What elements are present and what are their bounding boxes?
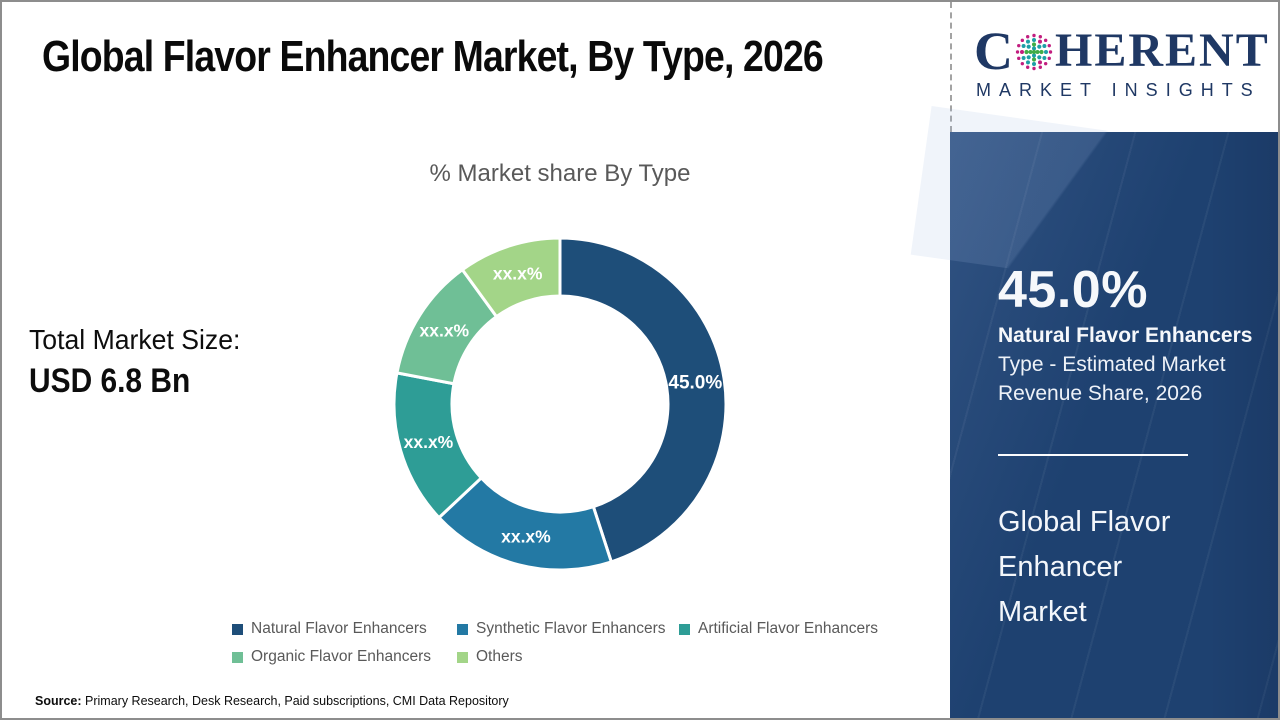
logo-dot: [1028, 50, 1033, 54]
logo-dot: [1020, 61, 1025, 66]
logo-dot: [1031, 42, 1037, 47]
logo-dot: [1037, 55, 1042, 60]
logo-globe-o-icon: [1015, 33, 1053, 71]
logo-dot: [1032, 53, 1036, 58]
logo-dot: [1042, 44, 1047, 48]
coherent-logo-wordmark: C HERENT: [974, 21, 1270, 81]
legend-label: Synthetic Flavor Enhancers: [476, 620, 666, 637]
logo-dot: [1031, 49, 1037, 55]
total-market-size-label: Total Market Size:: [29, 324, 241, 355]
source-text: Primary Research, Desk Research, Paid su…: [81, 694, 509, 708]
market-name-line: Enhancer: [998, 551, 1123, 583]
logo-dot: [1024, 49, 1029, 55]
logo-dot: [1031, 57, 1037, 62]
legend-marker-icon: [679, 624, 690, 635]
logo-dot: [1015, 50, 1020, 54]
logo-dot: [1025, 65, 1030, 69]
logo-dot: [1043, 61, 1048, 66]
page-title: Global Flavor Enhancer Market, By Type, …: [42, 32, 824, 81]
legend-item-2: Artificial Flavor Enhancers: [679, 620, 878, 638]
logo-dot: [1032, 66, 1036, 71]
legend-item-1: Synthetic Flavor Enhancers: [457, 620, 666, 638]
total-market-size-value: USD 6.8 Bn: [29, 362, 191, 400]
legend-marker-icon: [232, 624, 243, 635]
logo-dot: [1026, 44, 1031, 49]
total-market-size-block: Total Market Size: USD 6.8 Bn: [29, 324, 252, 401]
logo-dot: [1017, 56, 1021, 61]
logo-dot: [1026, 39, 1030, 44]
logo-dot: [1026, 60, 1030, 65]
legend-label: Natural Flavor Enhancers: [251, 620, 427, 637]
logo-dot: [1021, 56, 1026, 60]
donut-slice-4: [460, 236, 562, 319]
source-line: Source: Primary Research, Desk Research,…: [35, 694, 509, 708]
market-name-line: Global Flavor: [998, 506, 1171, 538]
donut-slice-0: [558, 236, 728, 564]
logo-dot: [1020, 50, 1024, 54]
chart-title: % Market share By Type: [429, 160, 691, 187]
logo-dot: [1038, 35, 1043, 39]
legend-label: Artificial Flavor Enhancers: [698, 620, 879, 637]
slice-label-3: xx.x%: [420, 321, 470, 341]
legend-marker-icon: [457, 652, 468, 663]
sidebar-divider: [998, 454, 1188, 456]
source-label: Source:: [35, 694, 82, 708]
logo-letter-c: C: [974, 21, 1013, 81]
logo-dot: [1047, 56, 1051, 61]
logo-dot: [1020, 38, 1025, 43]
sidebar-stat-line3: Revenue Share, 2026: [998, 382, 1203, 405]
logo-dot: [1021, 44, 1026, 48]
logo-dot: [1017, 43, 1021, 48]
logo-dot: [1042, 56, 1047, 60]
logo-dot: [1038, 60, 1042, 65]
sidebar-stat-line1: Natural Flavor Enhancers: [998, 324, 1253, 347]
logo-dot: [1038, 39, 1042, 44]
logo-word-rest: HERENT: [1055, 24, 1270, 77]
legend-item-3: Organic Flavor Enhancers: [232, 648, 431, 666]
legend-label: Others: [476, 648, 523, 665]
legend-marker-icon: [457, 624, 468, 635]
market-name-line: Market: [998, 596, 1087, 628]
logo-dot: [1044, 50, 1048, 54]
logo-dot: [1035, 50, 1040, 54]
logo-dot: [1038, 65, 1043, 69]
logo-dot: [1032, 62, 1036, 66]
donut-svg: 45.0% xx.x% xx.x% xx.x% xx.x%: [392, 236, 728, 572]
logo-dot: [1037, 44, 1042, 49]
legend-item-4: Others: [457, 648, 523, 666]
logo-dot: [1043, 38, 1048, 43]
logo-dot: [1032, 38, 1036, 42]
sidebar: 45.0% Natural Flavor Enhancers Type - Es…: [910, 106, 1278, 718]
logo-dot: [1032, 46, 1036, 51]
logo-dot: [1047, 43, 1051, 48]
coherent-logo: C HERENT MARKET INSIGHTS: [950, 2, 1278, 132]
slice-label-4: xx.x%: [493, 264, 543, 284]
sidebar-stat-value: 45.0%: [998, 261, 1148, 319]
logo-dot: [1026, 55, 1031, 60]
logo-dot: [1032, 33, 1036, 38]
legend-item-0: Natural Flavor Enhancers: [232, 620, 427, 638]
slice-label-0: 45.0%: [668, 373, 722, 394]
logo-dot: [1025, 35, 1030, 39]
slice-label-1: xx.x%: [501, 527, 551, 547]
sidebar-stat-line2: Type - Estimated Market: [998, 353, 1226, 376]
donut-chart: 45.0% xx.x% xx.x% xx.x% xx.x%: [380, 224, 740, 584]
legend-label: Organic Flavor Enhancers: [251, 648, 432, 665]
logo-subtitle: MARKET INSIGHTS: [976, 80, 1261, 100]
legend-marker-icon: [232, 652, 243, 663]
logo-dot: [1048, 50, 1053, 54]
sidebar-market-name: Global Flavor Enhancer Market: [998, 500, 1170, 635]
slice-label-2: xx.x%: [404, 432, 454, 452]
logo-dot: [1039, 49, 1044, 55]
